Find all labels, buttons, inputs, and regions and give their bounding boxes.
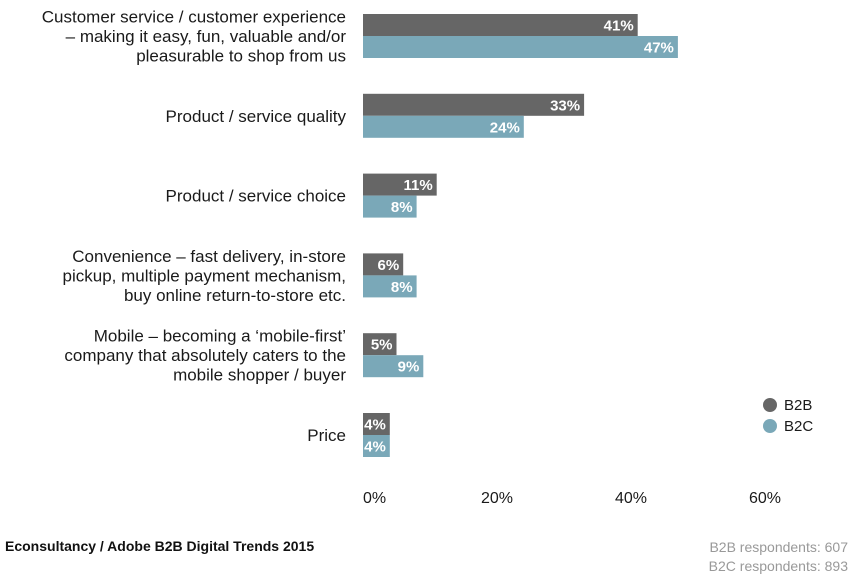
- x-tick-label: 60%: [749, 490, 781, 507]
- category-label: company that absolutely caters to the: [64, 346, 346, 365]
- data-label: 41%: [604, 18, 634, 35]
- category-label: – making it easy, fun, valuable and/or: [66, 27, 347, 46]
- bar-b2b: [363, 14, 638, 36]
- legend-label-b2b: B2B: [784, 397, 812, 414]
- respondents-note: B2B respondents: 607 B2C respondents: 89…: [709, 538, 848, 576]
- data-label: 8%: [391, 199, 413, 216]
- data-label: 4%: [364, 439, 386, 456]
- source-caption: Econsultancy / Adobe B2B Digital Trends …: [5, 538, 315, 554]
- bar-b2c: [363, 355, 424, 378]
- data-label: 5%: [371, 337, 393, 354]
- bar-b2b: [363, 173, 437, 196]
- category-label: Customer service / customer experience: [42, 8, 346, 27]
- bar-b2c: [363, 275, 417, 298]
- data-label: 24%: [490, 119, 520, 136]
- data-label: 33%: [550, 97, 580, 114]
- b2c-respondents-text: B2C respondents: 893: [708, 558, 848, 574]
- bar-b2b: [363, 93, 585, 116]
- category-label: mobile shopper / buyer: [173, 366, 346, 385]
- bar-b2c: [363, 435, 390, 457]
- data-label: 8%: [391, 279, 413, 296]
- data-label: 47%: [644, 40, 674, 57]
- category-label: pickup, multiple payment mechanism,: [63, 266, 346, 285]
- legend-marker-b2c: [763, 419, 777, 433]
- category-label: pleasurable to shop from us: [136, 47, 346, 66]
- b2b-respondents-text: B2B respondents: 607: [709, 539, 848, 555]
- x-tick-label: 40%: [615, 490, 647, 507]
- x-axis-tick-labels: 0% 20% 40% 60%: [363, 490, 781, 507]
- legend-marker-b2b: [763, 398, 777, 412]
- bar-b2b: [363, 253, 404, 276]
- data-label: 11%: [403, 177, 432, 194]
- bar-b2b: [363, 333, 397, 356]
- data-label: 4%: [364, 417, 386, 434]
- category-label: buy online return-to-store etc.: [124, 286, 346, 305]
- category-label: Mobile – becoming a ‘mobile-first’: [94, 327, 346, 346]
- category-label: Product / service quality: [166, 107, 347, 126]
- category-labels: Customer service / customer experience– …: [42, 8, 347, 446]
- category-label: Price: [307, 426, 346, 445]
- x-tick-label: 20%: [481, 490, 513, 507]
- data-label: 9%: [398, 359, 420, 376]
- data-label: 6%: [378, 257, 400, 274]
- x-tick-label: 0%: [363, 490, 386, 507]
- category-label: Convenience – fast delivery, in-store: [72, 247, 346, 266]
- bar-b2c: [363, 115, 524, 138]
- bar-b2c: [363, 195, 417, 218]
- bars: 41% 47% 33% 24% 11% 8% 6% 8% 5% 9% 4% 4%: [363, 14, 678, 457]
- bar-b2c: [363, 36, 678, 58]
- category-label: Product / service choice: [166, 187, 346, 206]
- bar-b2b: [363, 413, 390, 435]
- legend-label-b2c: B2C: [784, 418, 813, 435]
